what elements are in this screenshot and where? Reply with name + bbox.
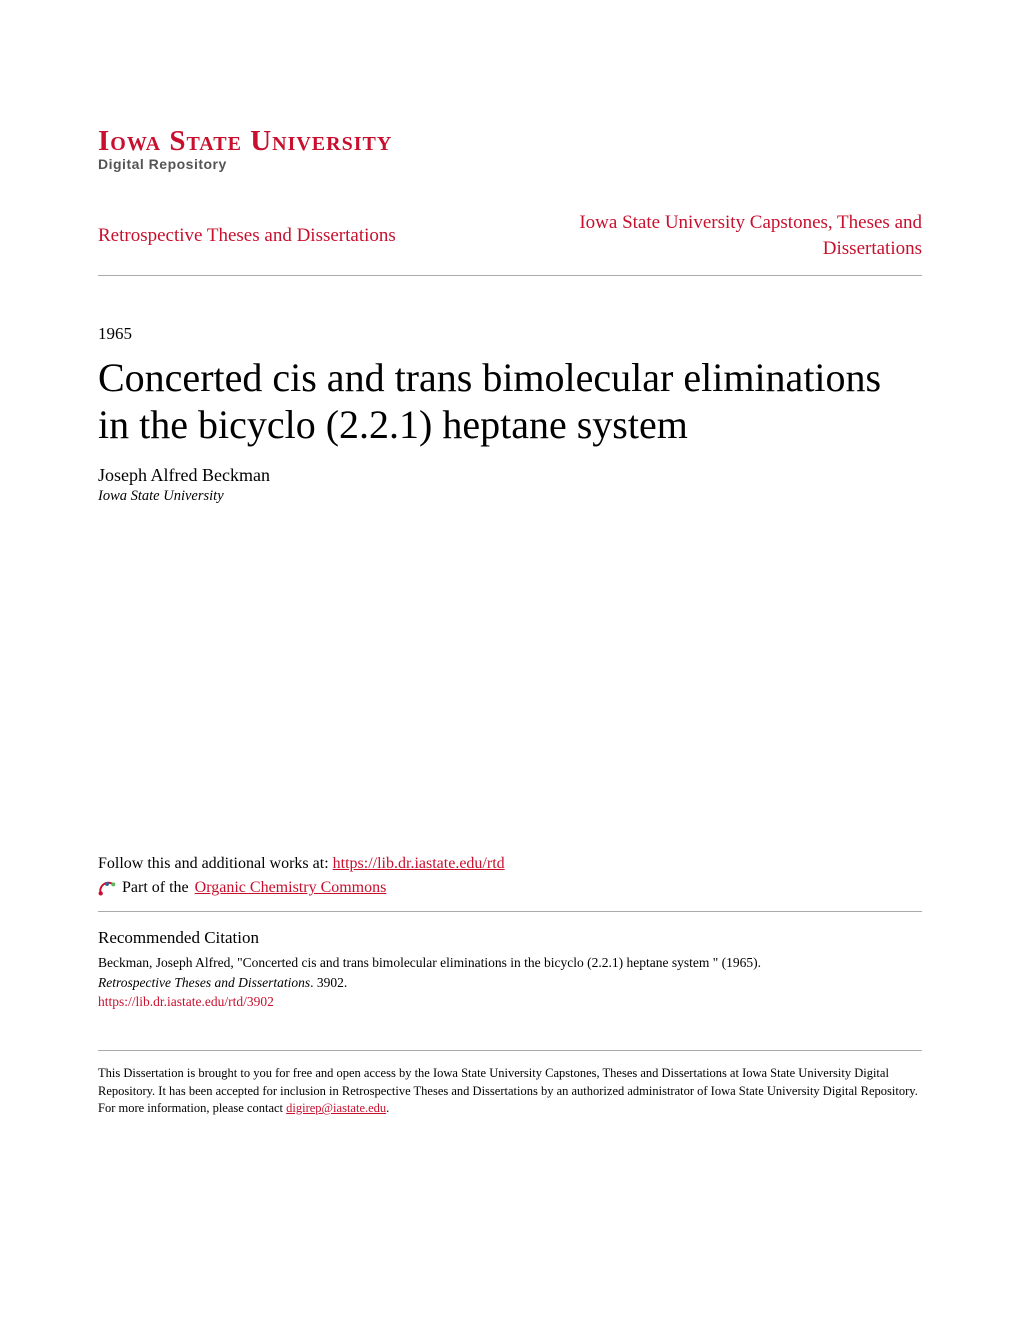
collection-link-right[interactable]: Iowa State University Capstones, Theses …: [532, 210, 922, 261]
collection-link-left[interactable]: Retrospective Theses and Dissertations: [98, 225, 396, 247]
citation-series: Retrospective Theses and Dissertations. …: [98, 974, 922, 992]
footer-text-prefix: This Dissertation is brought to you for …: [98, 1066, 918, 1115]
part-of-line: Part of the Organic Chemistry Commons: [98, 879, 922, 897]
repository-name: Digital Repository: [98, 156, 922, 172]
citation-series-title: Retrospective Theses and Dissertations: [98, 975, 310, 990]
citation-url[interactable]: https://lib.dr.iastate.edu/rtd/3902: [98, 994, 922, 1010]
part-of-prefix: Part of the: [122, 879, 189, 897]
paper-title: Concerted cis and trans bimolecular elim…: [98, 354, 922, 448]
footer: This Dissertation is brought to you for …: [98, 1050, 922, 1118]
author-name: Joseph Alfred Beckman: [98, 465, 922, 486]
university-name: Iowa State University: [98, 125, 922, 158]
repository-url-link[interactable]: https://lib.dr.iastate.edu/rtd: [333, 855, 505, 872]
commons-network-icon: [98, 879, 116, 897]
follow-prefix: Follow this and additional works at:: [98, 855, 333, 872]
footer-text-suffix: .: [386, 1101, 389, 1115]
publication-year: 1965: [98, 324, 922, 344]
recommended-citation-heading: Recommended Citation: [98, 928, 922, 948]
citation-series-number: . 3902.: [310, 975, 347, 990]
footer-access-statement: This Dissertation is brought to you for …: [98, 1065, 922, 1118]
institution-logo: Iowa State University Digital Repository: [98, 125, 922, 172]
collection-header: Retrospective Theses and Dissertations I…: [98, 210, 922, 276]
divider: [98, 911, 922, 912]
contact-email-link[interactable]: digirep@iastate.edu: [286, 1101, 386, 1115]
commons-link[interactable]: Organic Chemistry Commons: [195, 879, 387, 897]
author-affiliation: Iowa State University: [98, 488, 922, 505]
follow-works-line: Follow this and additional works at: htt…: [98, 855, 922, 873]
citation-text: Beckman, Joseph Alfred, "Concerted cis a…: [98, 954, 922, 972]
citation-main: Beckman, Joseph Alfred, "Concerted cis a…: [98, 955, 761, 970]
